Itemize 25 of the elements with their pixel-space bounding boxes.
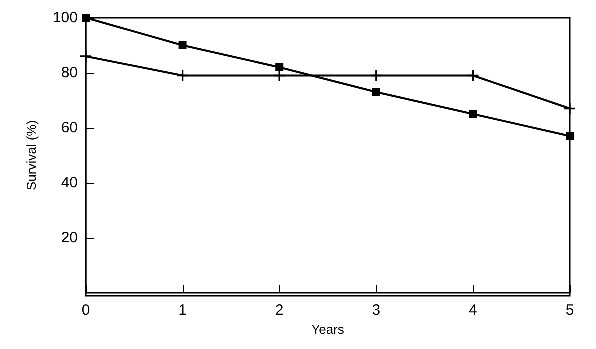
point (276, 64, 284, 72)
x-tick-label: 3 (372, 302, 381, 319)
point (372, 88, 380, 96)
x-tick-label: 0 (82, 302, 90, 319)
x-tick-label: 4 (469, 302, 478, 319)
y-tick-label: 20 (61, 230, 78, 246)
x-tick-label: 5 (566, 302, 574, 319)
point (82, 14, 90, 22)
point (469, 110, 478, 118)
y-tick-label: 40 (61, 174, 78, 192)
point (178, 42, 187, 50)
point (468, 70, 479, 82)
y-tick-label: 80 (61, 64, 78, 82)
y-tick-label: 100 (52, 10, 78, 26)
point (564, 103, 576, 114)
point (274, 70, 286, 82)
x-tick-label: 1 (178, 302, 187, 319)
y-axis-title: Survival (%) (24, 120, 39, 191)
point (370, 70, 382, 82)
point (566, 132, 574, 140)
point (80, 51, 92, 62)
x-axis-title: Years (312, 322, 345, 337)
y-tick-label: 60 (61, 120, 78, 136)
x-tick-label: 2 (275, 302, 284, 319)
point (177, 70, 188, 82)
